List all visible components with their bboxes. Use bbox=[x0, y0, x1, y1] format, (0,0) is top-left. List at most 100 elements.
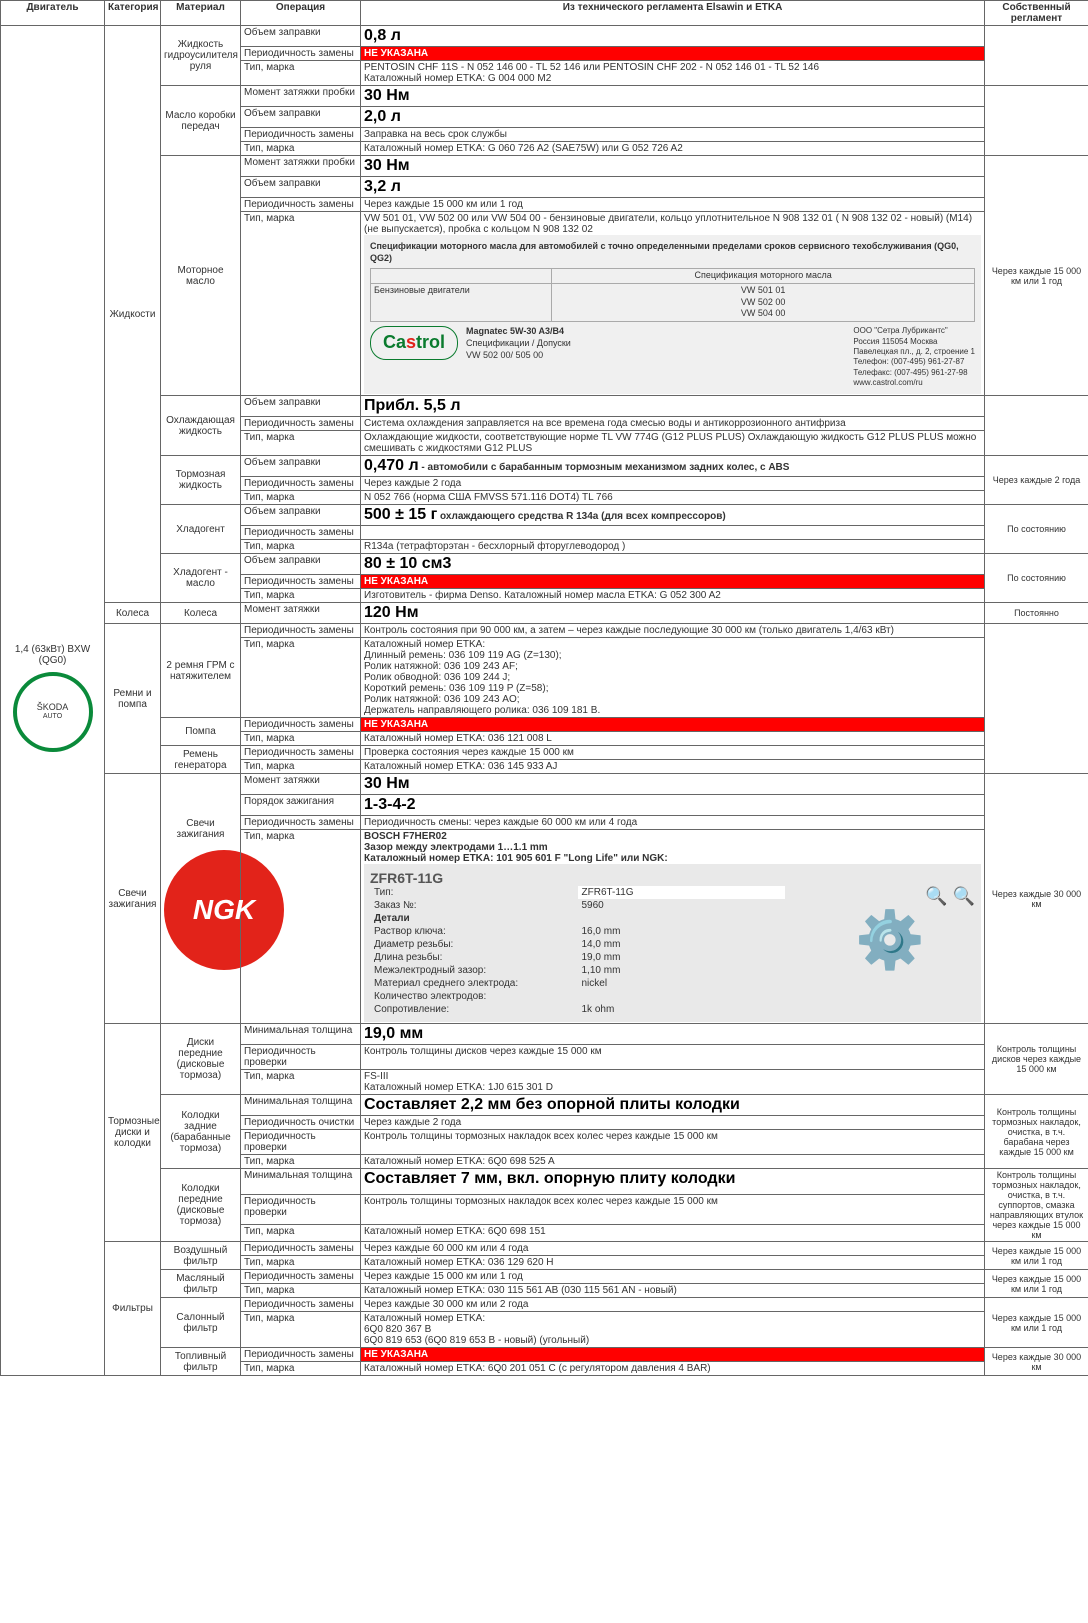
op: Периодичность замены bbox=[241, 1298, 361, 1312]
val: Через каждые 2 года bbox=[361, 1116, 985, 1130]
val: Охлаждающие жидкости, соответствующие но… bbox=[361, 431, 985, 456]
val: BOSCH F7HER02 Зазор между электродами 1…… bbox=[361, 830, 985, 1024]
own bbox=[985, 396, 1088, 456]
op: Минимальная толщина bbox=[241, 1024, 361, 1045]
val: Каталожный номер ETKA: G 060 726 A2 (SAE… bbox=[361, 142, 985, 156]
cat-belts: Ремни и помпа bbox=[105, 624, 161, 774]
oil-spec-block: Спецификации моторного масла для автомоб… bbox=[364, 235, 981, 394]
own: Постоянно bbox=[985, 603, 1088, 624]
op: Периодичность замены bbox=[241, 198, 361, 212]
val: Через каждые 2 года bbox=[361, 477, 985, 491]
op: Периодичность замены bbox=[241, 1348, 361, 1362]
op: Тип, марка bbox=[241, 638, 361, 718]
op: Периодичность замены bbox=[241, 1270, 361, 1284]
val: R134a (тетрафторэтан - бесхлорный фторуг… bbox=[361, 540, 985, 554]
op: Момент затяжки пробки bbox=[241, 86, 361, 107]
op: Объем заправки bbox=[241, 107, 361, 128]
h-operation: Операция bbox=[241, 1, 361, 26]
val: PENTOSIN CHF 11S - N 052 146 00 - TL 52 … bbox=[361, 61, 985, 86]
mat-rfo: Хладогент - масло bbox=[161, 554, 241, 603]
skoda-logo-icon: ŠKODA AUTO bbox=[13, 672, 93, 752]
op: Минимальная толщина bbox=[241, 1169, 361, 1195]
val: 0,8 л bbox=[361, 26, 985, 47]
val: Каталожный номер ETKA: 036 145 933 AJ bbox=[361, 760, 985, 774]
mat-brk: Тормозная жидкость bbox=[161, 456, 241, 505]
val: Каталожный номер ETKA: 036 129 620 H bbox=[361, 1256, 985, 1270]
val: 120 Нм bbox=[361, 603, 985, 624]
op: Порядок зажигания bbox=[241, 795, 361, 816]
op: Объем заправки bbox=[241, 177, 361, 198]
val: Проверка состояния через каждые 15 000 к… bbox=[361, 746, 985, 760]
op: Тип, марка bbox=[241, 1225, 361, 1242]
own bbox=[985, 26, 1088, 86]
val bbox=[361, 526, 985, 540]
own: Через каждые 2 года bbox=[985, 456, 1088, 505]
val: Заправка на весь срок службы bbox=[361, 128, 985, 142]
op: Периодичность проверки bbox=[241, 1195, 361, 1225]
op: Тип, марка bbox=[241, 1312, 361, 1348]
op: Тип, марка bbox=[241, 732, 361, 746]
op: Тип, марка bbox=[241, 61, 361, 86]
val: 80 ± 10 см3 bbox=[361, 554, 985, 575]
val: Каталожный номер ETKA: 6Q0 698 151 bbox=[361, 1225, 985, 1242]
val: Каталожный номер ETKA: 030 115 561 AB (0… bbox=[361, 1284, 985, 1298]
mat-cf: Салонный фильтр bbox=[161, 1298, 241, 1348]
val: Контроль толщины тормозных накладок всех… bbox=[361, 1130, 985, 1155]
op: Объем заправки bbox=[241, 456, 361, 477]
supplier: ООО "Сетра Лубрикантс" Россия 115054 Мос… bbox=[853, 326, 975, 388]
val: Контроль состояния при 90 000 км, а зате… bbox=[361, 624, 985, 638]
op: Тип, марка bbox=[241, 491, 361, 505]
mat-cool: Охлаждающая жидкость bbox=[161, 396, 241, 456]
op: Момент затяжки bbox=[241, 774, 361, 795]
op: Тип, марка bbox=[241, 830, 361, 1024]
val: Через каждые 60 000 км или 4 года bbox=[361, 1242, 985, 1256]
op: Тип, марка bbox=[241, 760, 361, 774]
maintenance-table: Двигатель Категория Материал Операция Из… bbox=[0, 0, 1088, 1376]
val: 1-3-4-2 bbox=[361, 795, 985, 816]
mat-ff: Топливный фильтр bbox=[161, 1348, 241, 1376]
val: Каталожный номер ETKA: 6Q0 201 051 C (с … bbox=[361, 1362, 985, 1376]
op: Периодичность замены bbox=[241, 575, 361, 589]
engine-label: 1,4 (63кВт) BXW (QG0) bbox=[4, 644, 101, 666]
op: Периодичность замены bbox=[241, 526, 361, 540]
plug-spec-block: ZFR6T-11G Тип:ZFR6T-11G Заказ №:5960 Дет… bbox=[364, 864, 981, 1022]
val: Каталожный номер ETKA: 036 121 008 L bbox=[361, 732, 985, 746]
own: Через каждые 15 000 км или 1 год bbox=[985, 1270, 1088, 1298]
own: Контроль толщины тормозных накладок, очи… bbox=[985, 1095, 1088, 1169]
op: Тип, марка bbox=[241, 540, 361, 554]
op: Периодичность замены bbox=[241, 816, 361, 830]
val: НЕ УКАЗАНА bbox=[361, 718, 985, 732]
h-regulation: Из технического регламента Elsawin и ETK… bbox=[361, 1, 985, 26]
op: Периодичность замены bbox=[241, 718, 361, 732]
val: Через каждые 15 000 км или 1 год bbox=[361, 198, 985, 212]
mat-sp: Свечи зажигания NGK bbox=[161, 774, 241, 1024]
val: НЕ УКАЗАНА bbox=[361, 1348, 985, 1362]
op: Периодичность замены bbox=[241, 128, 361, 142]
val: Контроль толщины тормозных накладок всех… bbox=[361, 1195, 985, 1225]
mat-df: Диски передние (дисковые тормоза) bbox=[161, 1024, 241, 1095]
cat-plugs: Свечи зажигания bbox=[105, 774, 161, 1024]
op: Тип, марка bbox=[241, 212, 361, 396]
cat-filters: Фильтры bbox=[105, 1242, 161, 1376]
h-material: Материал bbox=[161, 1, 241, 26]
op: Периодичность замены bbox=[241, 1242, 361, 1256]
own: Через каждые 15 000 км или 1 год bbox=[985, 1298, 1088, 1348]
op: Периодичность замены bbox=[241, 417, 361, 431]
header-row: Двигатель Категория Материал Операция Из… bbox=[1, 1, 1088, 26]
mat-of: Масляный фильтр bbox=[161, 1270, 241, 1298]
mat-gb: Масло коробки передач bbox=[161, 86, 241, 156]
op: Тип, марка bbox=[241, 1362, 361, 1376]
val: НЕ УКАЗАНА bbox=[361, 47, 985, 61]
own: По состоянию bbox=[985, 505, 1088, 554]
cat-wheels: Колеса bbox=[105, 603, 161, 624]
op: Периодичность замены bbox=[241, 477, 361, 491]
op: Тип, марка bbox=[241, 431, 361, 456]
cat-fluids: Жидкости bbox=[105, 26, 161, 603]
op: Тип, марка bbox=[241, 1070, 361, 1095]
op: Объем заправки bbox=[241, 505, 361, 526]
own: Контроль толщины дисков через каждые 15 … bbox=[985, 1024, 1088, 1095]
h-own: Собственный регламент bbox=[985, 1, 1088, 26]
op: Тип, марка bbox=[241, 589, 361, 603]
mat-alt: Ремень генератора bbox=[161, 746, 241, 774]
mat-ps: Жидкость гидроусилителя руля bbox=[161, 26, 241, 86]
